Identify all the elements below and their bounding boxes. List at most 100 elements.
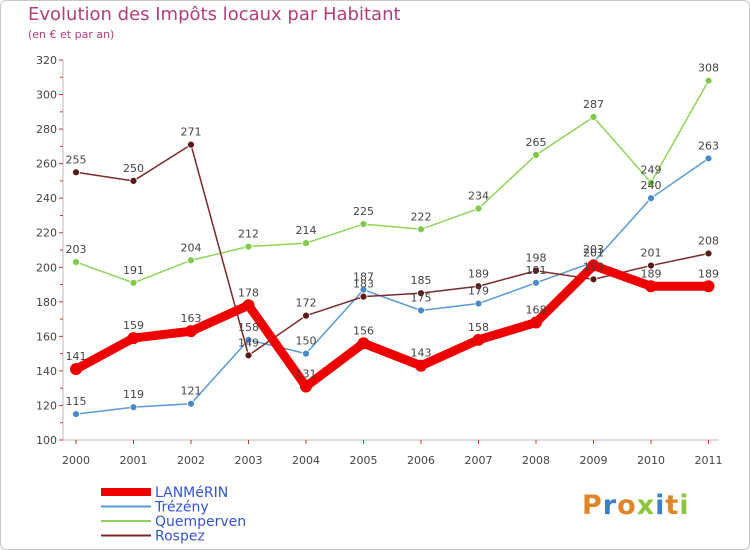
data-point bbox=[70, 363, 82, 376]
data-label: 158 bbox=[468, 321, 489, 334]
data-label: 131 bbox=[296, 367, 317, 380]
data-label: 183 bbox=[353, 278, 374, 291]
legend-label: LANMéRIN bbox=[155, 485, 228, 501]
chart-subtitle: (en € et par an) bbox=[28, 28, 115, 41]
data-point bbox=[417, 289, 425, 298]
legend-label: Rospez bbox=[155, 529, 205, 545]
data-label: 204 bbox=[181, 241, 202, 254]
data-point bbox=[72, 258, 80, 266]
data-label: 287 bbox=[583, 98, 604, 111]
data-point bbox=[472, 333, 485, 346]
data-label: 191 bbox=[123, 264, 144, 277]
data-point bbox=[127, 332, 140, 345]
data-label: 234 bbox=[468, 190, 489, 203]
x-tick-label: 2006 bbox=[407, 454, 435, 467]
data-point bbox=[704, 249, 713, 258]
series-line-rospez bbox=[75, 143, 709, 357]
data-point bbox=[129, 177, 138, 185]
data-label: 203 bbox=[66, 243, 87, 256]
y-tick-label: 220 bbox=[36, 227, 57, 240]
series-line-quemperven bbox=[75, 80, 710, 284]
proxiti-logo: Proxiti bbox=[582, 490, 690, 521]
data-point bbox=[704, 154, 713, 163]
data-label: 187 bbox=[353, 271, 374, 284]
series-line-lanmérin bbox=[73, 260, 709, 393]
data-point bbox=[417, 225, 425, 234]
y-tick-label: 300 bbox=[36, 89, 57, 102]
data-point bbox=[589, 113, 598, 121]
logo-letter: t bbox=[665, 490, 680, 521]
data-point bbox=[647, 261, 655, 270]
legend-label: Quemperven bbox=[155, 514, 246, 530]
data-point bbox=[302, 239, 310, 247]
data-point bbox=[702, 280, 715, 293]
x-tick-label: 2011 bbox=[695, 454, 723, 467]
logo-letter: i bbox=[679, 490, 690, 521]
data-point bbox=[474, 204, 483, 213]
series-line-trézény bbox=[75, 157, 709, 415]
data-label: 250 bbox=[123, 162, 144, 175]
y-tick-label: 180 bbox=[36, 296, 57, 309]
data-point bbox=[587, 259, 600, 272]
data-point bbox=[72, 168, 80, 177]
data-label: 141 bbox=[66, 350, 87, 363]
data-point bbox=[187, 399, 195, 408]
data-point bbox=[244, 351, 253, 360]
data-point bbox=[530, 316, 542, 329]
y-tick-label: 160 bbox=[36, 330, 57, 343]
x-tick-label: 2004 bbox=[292, 454, 320, 467]
data-point bbox=[359, 220, 368, 228]
y-tick-label: 200 bbox=[36, 261, 57, 274]
data-point bbox=[185, 325, 197, 338]
data-label: 121 bbox=[181, 385, 202, 398]
data-label: 203 bbox=[583, 243, 604, 256]
data-point bbox=[302, 311, 310, 320]
data-point bbox=[244, 242, 253, 251]
data-point bbox=[474, 282, 483, 291]
y-tick-label: 120 bbox=[36, 399, 57, 412]
x-tick-label: 2005 bbox=[350, 454, 378, 467]
data-label: 115 bbox=[66, 395, 87, 408]
x-tick-label: 2002 bbox=[177, 454, 205, 467]
data-label: 172 bbox=[296, 297, 317, 310]
data-point bbox=[474, 299, 483, 308]
data-point bbox=[704, 76, 713, 85]
data-label: 149 bbox=[238, 336, 259, 349]
data-point bbox=[129, 278, 138, 287]
x-tick-label: 2007 bbox=[465, 454, 493, 467]
data-point bbox=[187, 140, 195, 149]
data-point bbox=[647, 194, 655, 203]
data-label: 271 bbox=[181, 126, 202, 139]
logo-letter: i bbox=[655, 490, 666, 521]
data-label: 168 bbox=[526, 304, 547, 317]
data-label: 179 bbox=[468, 285, 489, 298]
data-point bbox=[357, 337, 370, 350]
data-point bbox=[359, 292, 368, 301]
data-label: 208 bbox=[698, 234, 719, 247]
x-tick-label: 2010 bbox=[637, 454, 665, 467]
data-label: 158 bbox=[238, 321, 259, 334]
data-point bbox=[415, 359, 427, 372]
data-label: 201 bbox=[583, 247, 604, 260]
data-label: 189 bbox=[698, 267, 719, 280]
data-label: 189 bbox=[468, 267, 489, 280]
data-label: 150 bbox=[296, 335, 317, 348]
logo-letter: r bbox=[602, 490, 618, 521]
data-label: 263 bbox=[698, 139, 719, 152]
data-label: 198 bbox=[526, 252, 547, 265]
x-tick-label: 2000 bbox=[62, 454, 90, 467]
data-label: 225 bbox=[353, 205, 374, 218]
data-label: 308 bbox=[698, 62, 719, 75]
data-label: 178 bbox=[238, 286, 259, 299]
data-label: 193 bbox=[583, 260, 604, 273]
logo-letter: x bbox=[636, 490, 656, 521]
data-label: 201 bbox=[641, 247, 662, 260]
x-tick-label: 2009 bbox=[580, 454, 608, 467]
x-tick-label: 2001 bbox=[120, 454, 148, 467]
data-label: 191 bbox=[526, 264, 547, 277]
data-label: 119 bbox=[123, 388, 144, 401]
data-label: 214 bbox=[296, 224, 317, 237]
data-label: 240 bbox=[641, 179, 662, 192]
data-label: 163 bbox=[181, 312, 202, 325]
